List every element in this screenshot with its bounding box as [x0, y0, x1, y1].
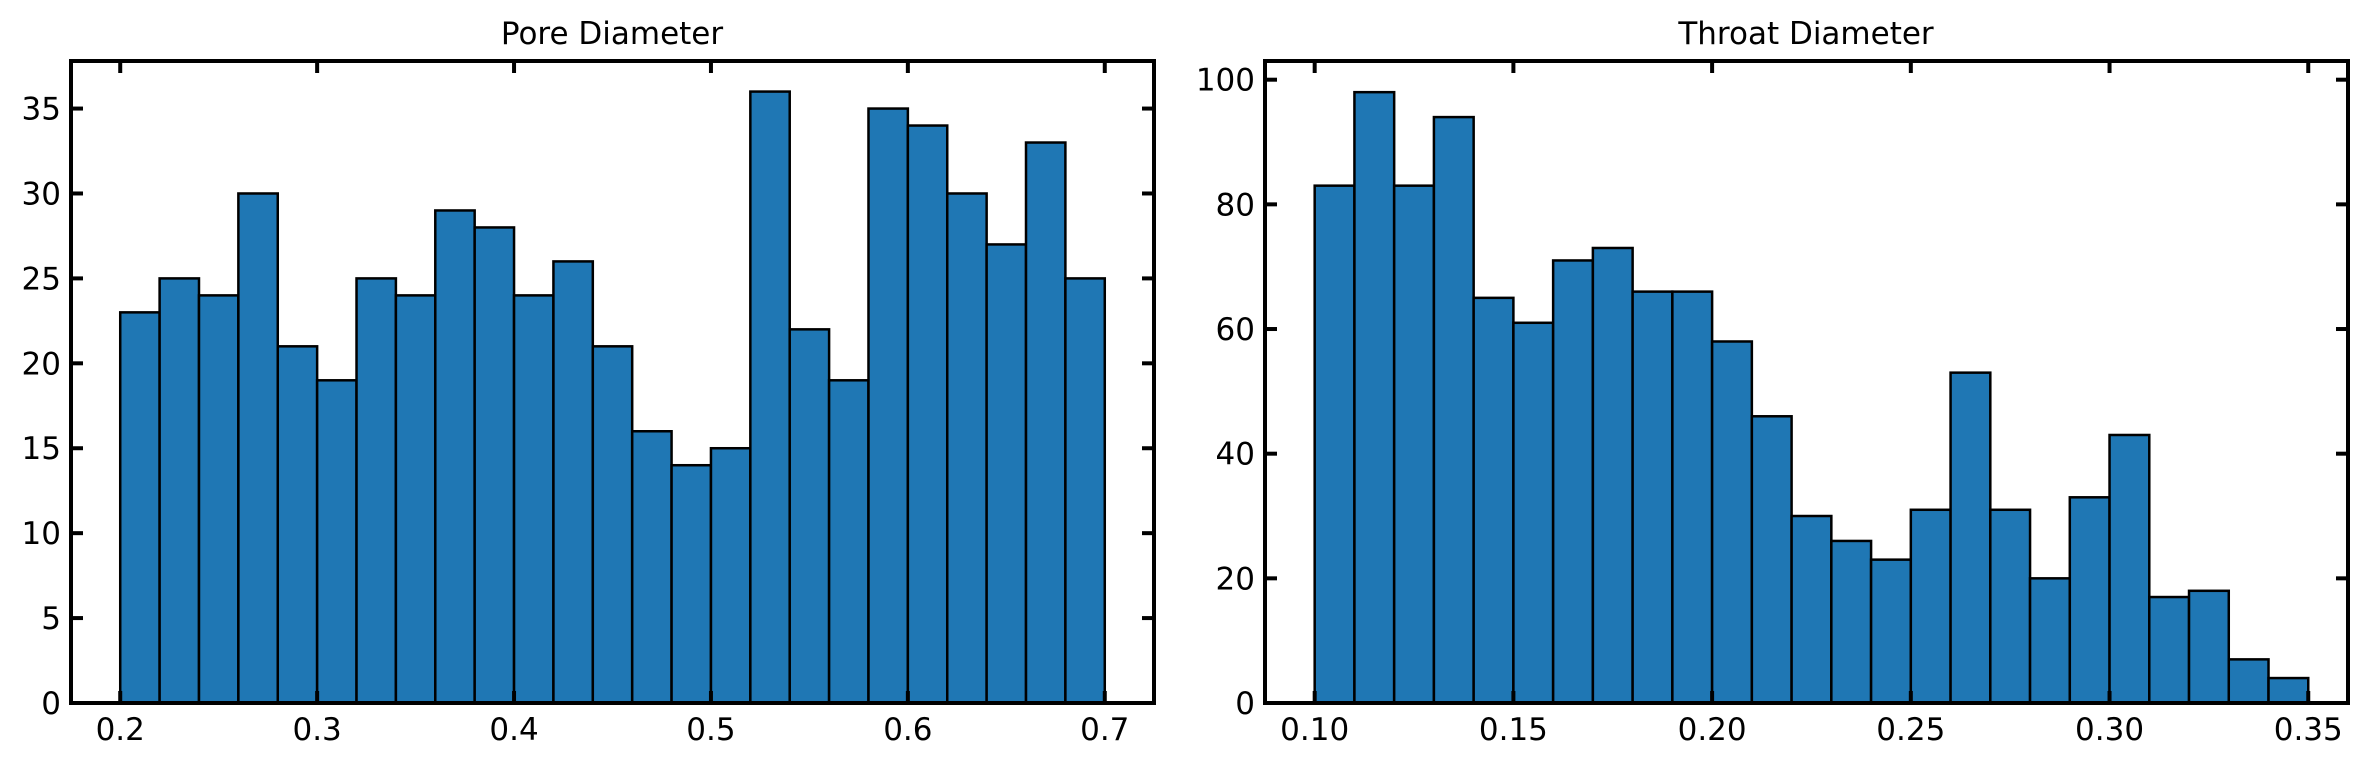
- histogram-bar: [2028, 577, 2072, 705]
- x-tick-label: 0.30: [2075, 712, 2144, 748]
- histogram-bar: [315, 379, 358, 705]
- histogram-bar: [867, 107, 910, 705]
- histogram-bar: [709, 446, 752, 705]
- histogram-bar: [1024, 141, 1067, 705]
- histogram-bar: [1949, 371, 1992, 705]
- histogram-bar: [2227, 658, 2270, 705]
- histogram-bar: [1353, 90, 1396, 705]
- x-tick-label: 0.7: [1080, 712, 1129, 748]
- y-tick-label: 10: [22, 516, 61, 552]
- x-tick-label: 0.2: [96, 712, 145, 748]
- y-tick-label: 80: [1216, 187, 1255, 223]
- histogram-bar: [1631, 290, 1674, 705]
- histogram-bar: [1432, 115, 1475, 705]
- histogram-bar: [394, 294, 437, 705]
- histogram-bar: [2108, 433, 2151, 705]
- histogram-bar: [1551, 259, 1595, 705]
- histogram-bar: [788, 328, 831, 705]
- histogram-bar: [591, 345, 634, 705]
- histogram-bar: [355, 277, 398, 705]
- y-tick-label: 100: [1196, 63, 1255, 99]
- histogram-bar: [1671, 290, 1714, 705]
- histogram-bar: [1064, 277, 1107, 705]
- histogram-bar: [1313, 184, 1356, 705]
- y-tick-label: 40: [1216, 437, 1255, 473]
- histogram-bar: [1591, 246, 1634, 705]
- histogram-bar: [1830, 539, 1873, 705]
- throat-diameter-histogram: Throat Diameter 0.10 0.15 0.20 0.25 0.30 0.35…: [1196, 16, 2350, 748]
- axis-ticks: 0.2 0.3 0.4 0.5 0.6 0.7 0 5 10 15 20 25 30 35: [22, 61, 1154, 748]
- x-tick-label: 0.25: [1876, 712, 1945, 748]
- y-tick-label: 0: [1235, 686, 1255, 722]
- histogram-bar: [1909, 508, 1952, 705]
- histogram-bar: [434, 209, 476, 705]
- histogram-bar: [2068, 496, 2111, 705]
- histogram-bar: [749, 90, 791, 705]
- y-tick-label: 20: [1216, 561, 1255, 597]
- x-tick-label: 0.10: [1280, 712, 1349, 748]
- histogram-bar: [827, 379, 870, 705]
- histogram-bar: [1472, 296, 1515, 705]
- bars: [1313, 90, 2310, 705]
- histogram-bar: [1710, 340, 1754, 705]
- histogram-bar: [2148, 595, 2191, 705]
- histogram-bar: [1989, 508, 2032, 705]
- plot-frame: [69, 59, 1156, 705]
- histogram-bar: [237, 192, 280, 705]
- y-tick-label: 35: [22, 92, 61, 128]
- bars: [118, 90, 1107, 705]
- plot-frame: [1263, 59, 2350, 705]
- histogram-bar: [1392, 184, 1436, 705]
- histogram-bar: [906, 124, 949, 705]
- histogram-bar: [512, 294, 555, 705]
- y-tick-label: 30: [22, 176, 61, 212]
- histogram-bar: [158, 277, 201, 705]
- histogram-bar: [2187, 589, 2231, 705]
- histogram-bar: [1790, 514, 1833, 705]
- histogram-bar: [473, 226, 516, 705]
- axis-ticks: 0.10 0.15 0.20 0.25 0.30 0.35 0 20 40 60 80 100: [1196, 61, 2348, 748]
- histogram-bar: [1512, 321, 1555, 705]
- x-tick-label: 0.3: [292, 712, 341, 748]
- y-tick-label: 5: [41, 601, 61, 637]
- x-tick-label: 0.6: [883, 712, 932, 748]
- x-tick-label: 0.5: [686, 712, 735, 748]
- histogram-bar: [197, 294, 240, 705]
- x-tick-label: 0.35: [2274, 712, 2343, 748]
- chart-title: Pore Diameter: [501, 16, 724, 52]
- histogram-bar: [118, 311, 161, 705]
- histogram-bar: [1750, 415, 1793, 705]
- pore-diameter-histogram: Pore Diameter 0.2 0.3 0.4 0.5 0.6 0.7 0 5 10 15 20…: [22, 16, 1156, 748]
- histogram-bar: [1869, 558, 1913, 705]
- y-tick-label: 20: [22, 346, 61, 382]
- histogram-bar: [670, 463, 713, 705]
- y-tick-label: 15: [22, 431, 61, 467]
- y-tick-label: 0: [41, 686, 61, 722]
- histogram-bar: [945, 192, 988, 705]
- x-tick-label: 0.20: [1678, 712, 1747, 748]
- histogram-bar: [630, 430, 673, 705]
- y-tick-label: 25: [22, 261, 61, 297]
- histogram-bar: [276, 345, 319, 705]
- y-tick-label: 60: [1216, 312, 1255, 348]
- histogram-bar: [552, 260, 595, 705]
- x-tick-label: 0.4: [489, 712, 538, 748]
- histogram-bar: [985, 243, 1028, 705]
- x-tick-label: 0.15: [1479, 712, 1548, 748]
- chart-title: Throat Diameter: [1677, 16, 1934, 52]
- histogram-bar: [2267, 676, 2310, 705]
